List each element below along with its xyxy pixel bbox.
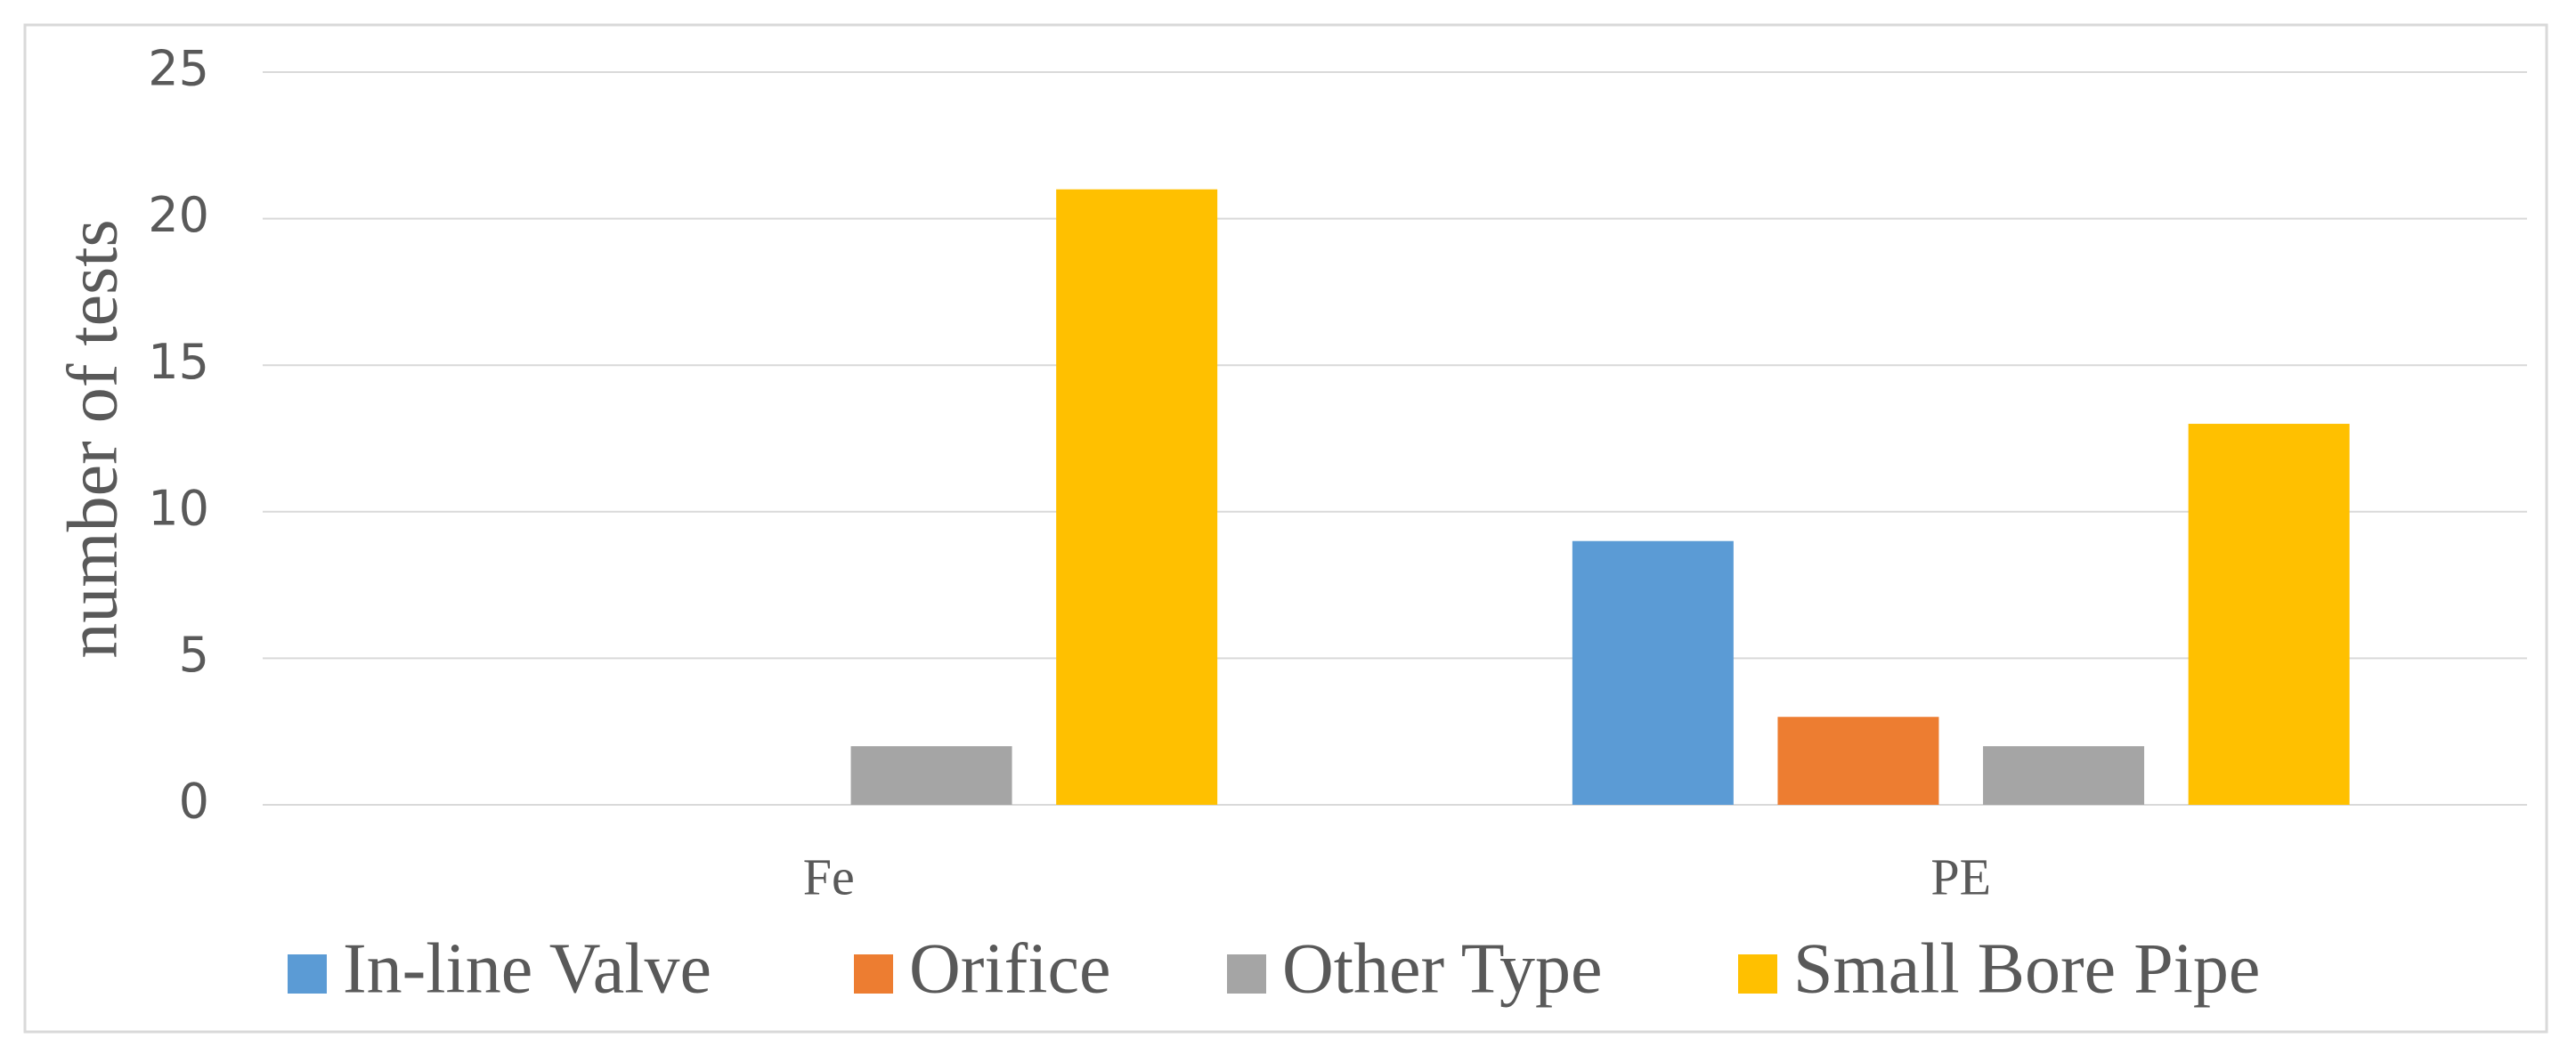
- legend-label: Other Type: [1282, 929, 1603, 1008]
- y-axis-label: number of tests: [53, 219, 132, 658]
- legend-label: Small Bore Pipe: [1793, 929, 2260, 1008]
- y-tick-label: 0: [179, 774, 209, 830]
- bar: [850, 746, 1012, 805]
- bar: [1777, 717, 1939, 805]
- legend-swatch: [854, 954, 893, 994]
- bar: [1983, 746, 2145, 805]
- chart-frame: [23, 23, 2548, 1034]
- legend-swatch: [1227, 954, 1266, 994]
- y-tick-label: 10: [148, 480, 209, 536]
- y-tick-label: 20: [148, 187, 209, 243]
- x-tick-label: PE: [1930, 848, 1991, 905]
- y-tick-label: 5: [179, 627, 209, 683]
- legend-swatch: [1738, 954, 1777, 994]
- bar: [1056, 189, 1218, 805]
- bar: [1572, 540, 1734, 805]
- y-tick-label: 25: [148, 41, 209, 97]
- legend-label: In-line Valve: [343, 929, 711, 1008]
- bar: [2188, 424, 2350, 805]
- x-tick-label: Fe: [803, 848, 855, 905]
- legend-swatch: [288, 954, 327, 994]
- y-tick-label: 15: [148, 334, 209, 390]
- legend-label: Orifice: [909, 929, 1111, 1008]
